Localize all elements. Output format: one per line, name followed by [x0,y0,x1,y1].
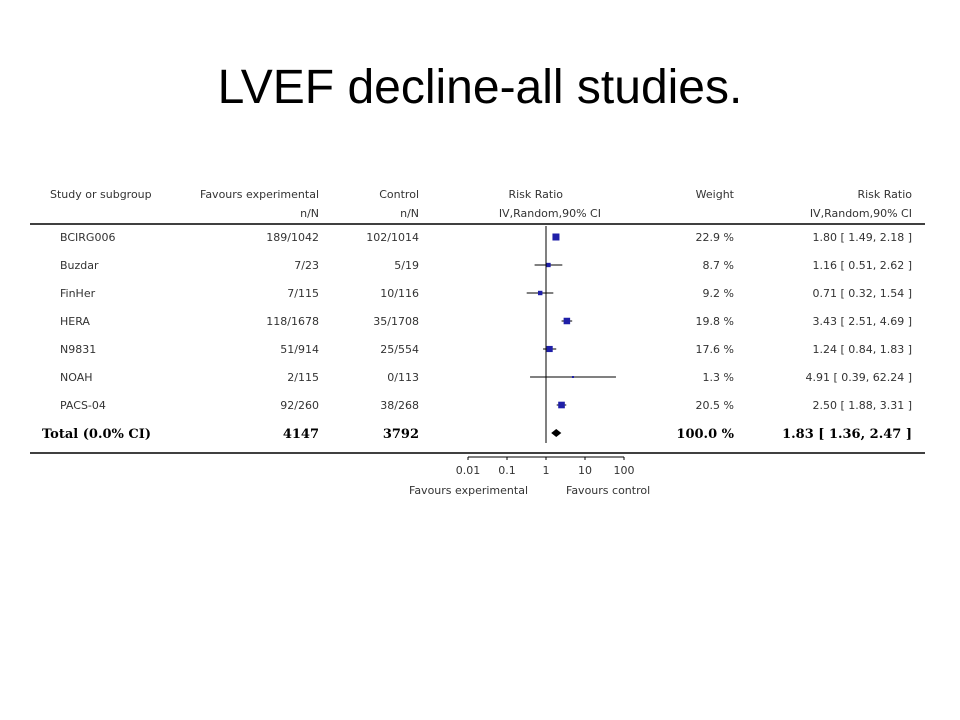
total-control: 3792 [383,427,419,442]
study-row: Buzdar 7/23 5/19 8.7 % 1.16 [ 0.51, 2.62 ] [60,259,912,272]
experimental-count: 189/1042 [266,231,319,244]
study-ci: 1.80 [ 1.49, 2.18 ] [812,231,912,244]
slide-title: LVEF decline-all studies. [217,61,743,114]
footer-favours-experimental: Favours experimental [409,484,528,497]
study-weight: 19.8 % [696,315,734,328]
total-label: Total (0.0% CI) [42,427,151,442]
study-weight: 8.7 % [703,259,734,272]
study-name: NOAH [60,371,93,384]
study-rows: BCIRG006 189/1042 102/1014 22.9 % 1.80 [ 1.4… [60,231,912,412]
header-labels: Study or subgroup Favours experimental n… [50,188,912,220]
study-weight: 1.3 % [703,371,734,384]
x-axis: 0.01 0.1 1 10 100 [456,456,635,477]
total-row: Total (0.0% CI) 4147 3792 100.0 % 1.83 [ 1.3… [42,226,912,443]
study-weight: 9.2 % [703,287,734,300]
total-weight: 100.0 % [676,427,734,442]
x-tick-label: 10 [578,464,592,477]
point-estimate-marker [552,233,560,241]
study-name: Buzdar [60,259,99,272]
experimental-count: 7/23 [294,259,319,272]
header-experimental: Favours experimental [200,188,319,201]
study-ci: 2.50 [ 1.88, 3.31 ] [812,399,912,412]
x-tick-label: 100 [614,464,635,477]
x-tick-label: 0.1 [498,464,516,477]
footer-favours-control: Favours control [566,484,650,497]
total-diamond [551,429,562,437]
study-name: PACS-04 [60,399,106,412]
header-control: Control [379,188,419,201]
study-weight: 20.5 % [696,399,734,412]
experimental-count: 118/1678 [266,315,319,328]
header-plot: Risk Ratio [508,188,563,201]
experimental-count: 51/914 [280,343,319,356]
header-experimental-sub: n/N [300,207,319,220]
control-count: 0/113 [387,371,419,384]
experimental-count: 92/260 [280,399,319,412]
study-row: NOAH 2/115 0/113 1.3 % 4.91 [ 0.39, 62.24 ] [60,371,912,384]
study-row: PACS-04 92/260 38/268 20.5 % 2.50 [ 1.88, 3.… [60,399,912,412]
study-name: BCIRG006 [60,231,115,244]
study-weight: 17.6 % [696,343,734,356]
experimental-count: 2/115 [287,371,319,384]
header-ratio-sub: IV,Random,90% CI [810,207,912,220]
study-name: FinHer [60,287,96,300]
point-estimate-marker [546,345,553,353]
header-plot-sub: IV,Random,90% CI [499,207,601,220]
total-experimental: 4147 [283,427,319,442]
control-count: 102/1014 [366,231,419,244]
control-count: 25/554 [380,343,419,356]
study-row: HERA 118/1678 35/1708 19.8 % 3.43 [ 2.51, 4.… [60,315,912,328]
point-estimate-marker [563,317,571,325]
study-row: N9831 51/914 25/554 17.6 % 1.24 [ 0.84, 1.83… [60,343,912,356]
header-study: Study or subgroup [50,188,152,201]
control-count: 35/1708 [373,315,419,328]
experimental-count: 7/115 [287,287,319,300]
header-control-sub: n/N [400,207,419,220]
study-ci: 1.24 [ 0.84, 1.83 ] [812,343,912,356]
study-row: FinHer 7/115 10/116 9.2 % 0.71 [ 0.32, 1.54 … [60,287,912,300]
point-estimate-marker [537,290,543,296]
point-estimate-marker [571,376,574,378]
header-weight: Weight [696,188,735,201]
study-ci: 1.16 [ 0.51, 2.62 ] [812,259,912,272]
point-estimate-marker [546,262,551,268]
study-row: BCIRG006 189/1042 102/1014 22.9 % 1.80 [ 1.4… [60,231,912,244]
total-ci: 1.83 [ 1.36, 2.47 ] [782,427,912,442]
study-ci: 4.91 [ 0.39, 62.24 ] [805,371,912,384]
control-count: 38/268 [380,399,419,412]
control-count: 5/19 [394,259,419,272]
point-estimate-marker [558,401,565,409]
study-ci: 3.43 [ 2.51, 4.69 ] [812,315,912,328]
header-ratio: Risk Ratio [857,188,912,201]
study-name: N9831 [60,343,96,356]
control-count: 10/116 [380,287,419,300]
x-tick-label: 0.01 [456,464,481,477]
study-ci: 0.71 [ 0.32, 1.54 ] [812,287,912,300]
x-tick-label: 1 [543,464,550,477]
study-name: HERA [60,315,90,328]
study-weight: 22.9 % [696,231,734,244]
